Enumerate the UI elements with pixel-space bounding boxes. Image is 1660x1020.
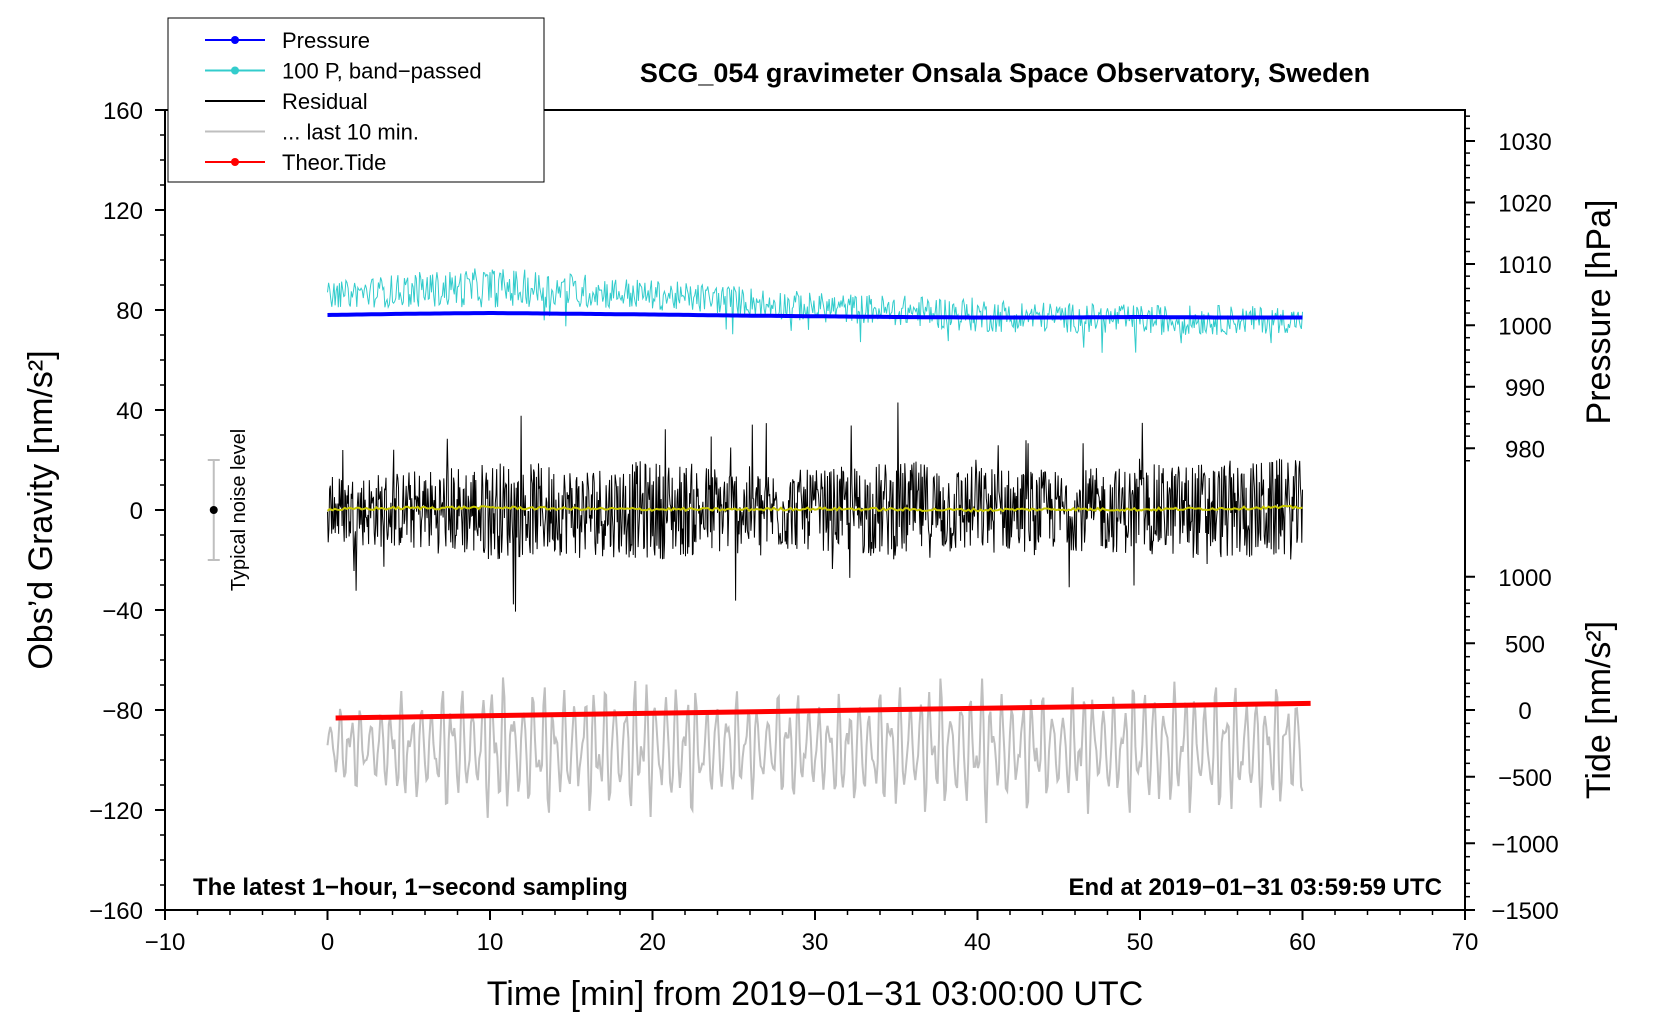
noise-level-marker: Typical noise level — [207, 429, 250, 591]
tide-tick-label: −1000 — [1491, 831, 1558, 858]
noise-center-dot — [209, 506, 218, 514]
series-theoretical-tide — [335, 700, 1311, 721]
end-time-note: End at 2019−01−31 03:59:59 UTC — [1068, 874, 1442, 901]
x-axis-label: Time [min] from 2019−01−31 03:00:00 UTC — [487, 975, 1143, 1013]
pressure-tick-label: 1030 — [1498, 129, 1551, 156]
chart-title: SCG_054 gravimeter Onsala Space Observat… — [640, 58, 1370, 88]
legend-marker — [231, 66, 239, 75]
series-residual-smoothed — [326, 504, 1303, 513]
tide-tick-label: 0 — [1518, 698, 1531, 725]
pressure-tick-label: 990 — [1505, 375, 1545, 402]
y-tick-label: −160 — [89, 898, 143, 925]
pressure-tick-label: 1010 — [1498, 252, 1551, 279]
legend-entries: Pressure 100 P, band−passed Residual ... la… — [205, 28, 482, 175]
series-pressure — [327, 311, 1303, 320]
series-last-10-min — [326, 677, 1304, 824]
legend-label: Theor.Tide — [282, 150, 386, 175]
x-tick-label: 30 — [802, 929, 829, 956]
tide-tick-label: 500 — [1505, 631, 1545, 658]
legend-label: ... last 10 min. — [282, 120, 419, 145]
series-band-passed-pressure — [327, 268, 1303, 353]
y-tick-label: −40 — [102, 598, 143, 625]
y-axis-label-tide: Tide [nm/s²] — [1580, 621, 1618, 799]
pressure-tick-label: 1000 — [1498, 313, 1551, 340]
legend: Pressure 100 P, band−passed Residual ... la… — [167, 17, 545, 183]
legend-label: Residual — [282, 89, 368, 114]
y-tick-label: 40 — [116, 398, 143, 425]
x-tick-label: −10 — [145, 929, 186, 956]
tide-tick-label: −1500 — [1491, 898, 1558, 925]
legend-label: Pressure — [282, 28, 370, 53]
y-tick-label: 120 — [103, 198, 143, 225]
tide-tick-label: −500 — [1498, 765, 1552, 792]
y-axis-label-pressure: Pressure [hPa] — [1580, 200, 1618, 425]
series-residual — [327, 402, 1303, 612]
sampling-note: The latest 1−hour, 1−second sampling — [193, 874, 628, 901]
legend-label: 100 P, band−passed — [282, 59, 482, 84]
y-axis-label-left: Obs’d Gravity [nm/s²] — [22, 350, 60, 669]
y-tick-label: 160 — [103, 98, 143, 125]
ticks-layer: −10 0 10 20 30 40 50 60 7016012080400−40−80−120−… — [89, 98, 1559, 956]
pressure-tick-label: 1020 — [1498, 191, 1551, 218]
series-layer — [326, 268, 1311, 824]
pressure-tick-label: 980 — [1505, 436, 1545, 463]
legend-marker — [231, 36, 239, 44]
x-tick-label: 60 — [1289, 929, 1316, 956]
x-tick-label: 20 — [639, 929, 666, 956]
x-tick-label: 40 — [964, 929, 991, 956]
x-tick-label: 10 — [477, 929, 504, 956]
x-tick-label: 70 — [1452, 929, 1479, 956]
tide-tick-label: 1000 — [1498, 565, 1551, 592]
y-tick-label: 0 — [130, 498, 143, 525]
noise-label: Typical noise level — [228, 429, 250, 591]
y-tick-label: −80 — [102, 698, 143, 725]
x-tick-label: 0 — [321, 929, 334, 956]
legend-marker — [231, 158, 239, 166]
x-tick-label: 50 — [1127, 929, 1154, 956]
y-tick-label: −120 — [89, 798, 143, 825]
y-tick-label: 80 — [116, 298, 143, 325]
